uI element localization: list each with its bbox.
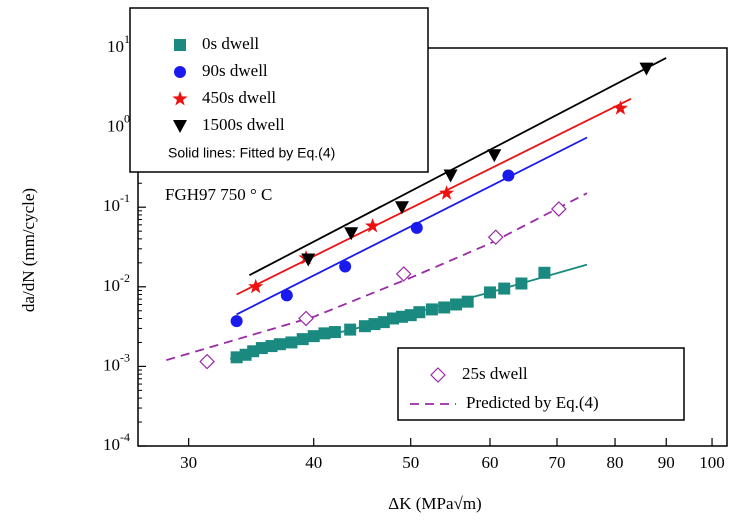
y-tick-label: 10-3 xyxy=(103,350,130,374)
point xyxy=(172,91,188,106)
y-tick-label: 10-1 xyxy=(103,191,130,215)
point xyxy=(425,303,438,316)
point xyxy=(439,185,455,200)
point xyxy=(515,277,528,290)
point xyxy=(487,229,504,246)
point xyxy=(174,39,186,51)
point xyxy=(487,149,502,163)
point xyxy=(255,342,268,355)
point xyxy=(443,169,458,183)
point xyxy=(410,221,423,234)
point xyxy=(344,227,359,241)
point xyxy=(301,253,316,267)
point xyxy=(395,266,412,282)
point xyxy=(413,306,426,319)
point xyxy=(328,326,341,339)
y-tick-label: 100 xyxy=(107,111,130,135)
point xyxy=(230,315,243,328)
legend-label: 0s dwell xyxy=(202,34,259,53)
point xyxy=(273,338,286,351)
legend-label: Predicted by Eq.(4) xyxy=(466,393,599,412)
point xyxy=(502,169,515,182)
point xyxy=(394,201,409,215)
legend-note: Solid lines: Fitted by Eq.(4) xyxy=(168,145,335,161)
point xyxy=(498,282,511,295)
point xyxy=(280,289,293,302)
point xyxy=(639,62,654,76)
point xyxy=(377,316,390,329)
y-tick-label: 101 xyxy=(107,32,130,56)
legend-label: 90s dwell xyxy=(202,61,268,80)
x-tick-label: 30 xyxy=(180,453,197,472)
y-axis-label: da/dN (mm/cycle) xyxy=(19,188,38,312)
plot-frame xyxy=(137,47,728,447)
point xyxy=(551,201,567,217)
fit-line xyxy=(166,192,588,361)
point xyxy=(344,323,357,336)
x-tick-label: 70 xyxy=(548,453,565,472)
point xyxy=(173,120,187,133)
legend-label: 450s dwell xyxy=(202,88,276,107)
x-tick-label: 100 xyxy=(699,453,725,472)
point xyxy=(438,301,451,314)
y-tick-label: 10-4 xyxy=(103,430,130,454)
x-tick-label: 90 xyxy=(658,453,675,472)
point xyxy=(174,66,186,78)
point xyxy=(483,286,496,299)
legend-label: 1500s dwell xyxy=(202,115,285,134)
point xyxy=(199,353,215,370)
y-tick-label: 10-2 xyxy=(103,271,130,295)
point xyxy=(365,218,381,233)
point xyxy=(430,367,446,383)
point xyxy=(538,266,551,279)
legend-label: 25s dwell xyxy=(462,364,528,383)
point xyxy=(358,320,371,333)
point xyxy=(339,260,352,273)
point xyxy=(368,318,381,331)
x-tick-label: 60 xyxy=(481,453,498,472)
annotation: FGH97 750 ° C xyxy=(165,185,272,204)
x-tick-label: 40 xyxy=(305,453,322,472)
point xyxy=(450,298,463,311)
point xyxy=(285,336,298,349)
legend-box xyxy=(397,347,685,421)
x-tick-label: 80 xyxy=(607,453,624,472)
fit-line xyxy=(248,57,667,276)
point xyxy=(318,327,331,340)
point xyxy=(307,330,320,343)
point xyxy=(298,310,314,327)
point xyxy=(296,333,309,346)
x-axis-label: ΔK (MPa√m) xyxy=(388,494,481,513)
point xyxy=(461,295,474,308)
point xyxy=(612,100,628,115)
point xyxy=(248,278,264,294)
legend-box xyxy=(129,7,429,173)
x-tick-label: 50 xyxy=(402,453,419,472)
